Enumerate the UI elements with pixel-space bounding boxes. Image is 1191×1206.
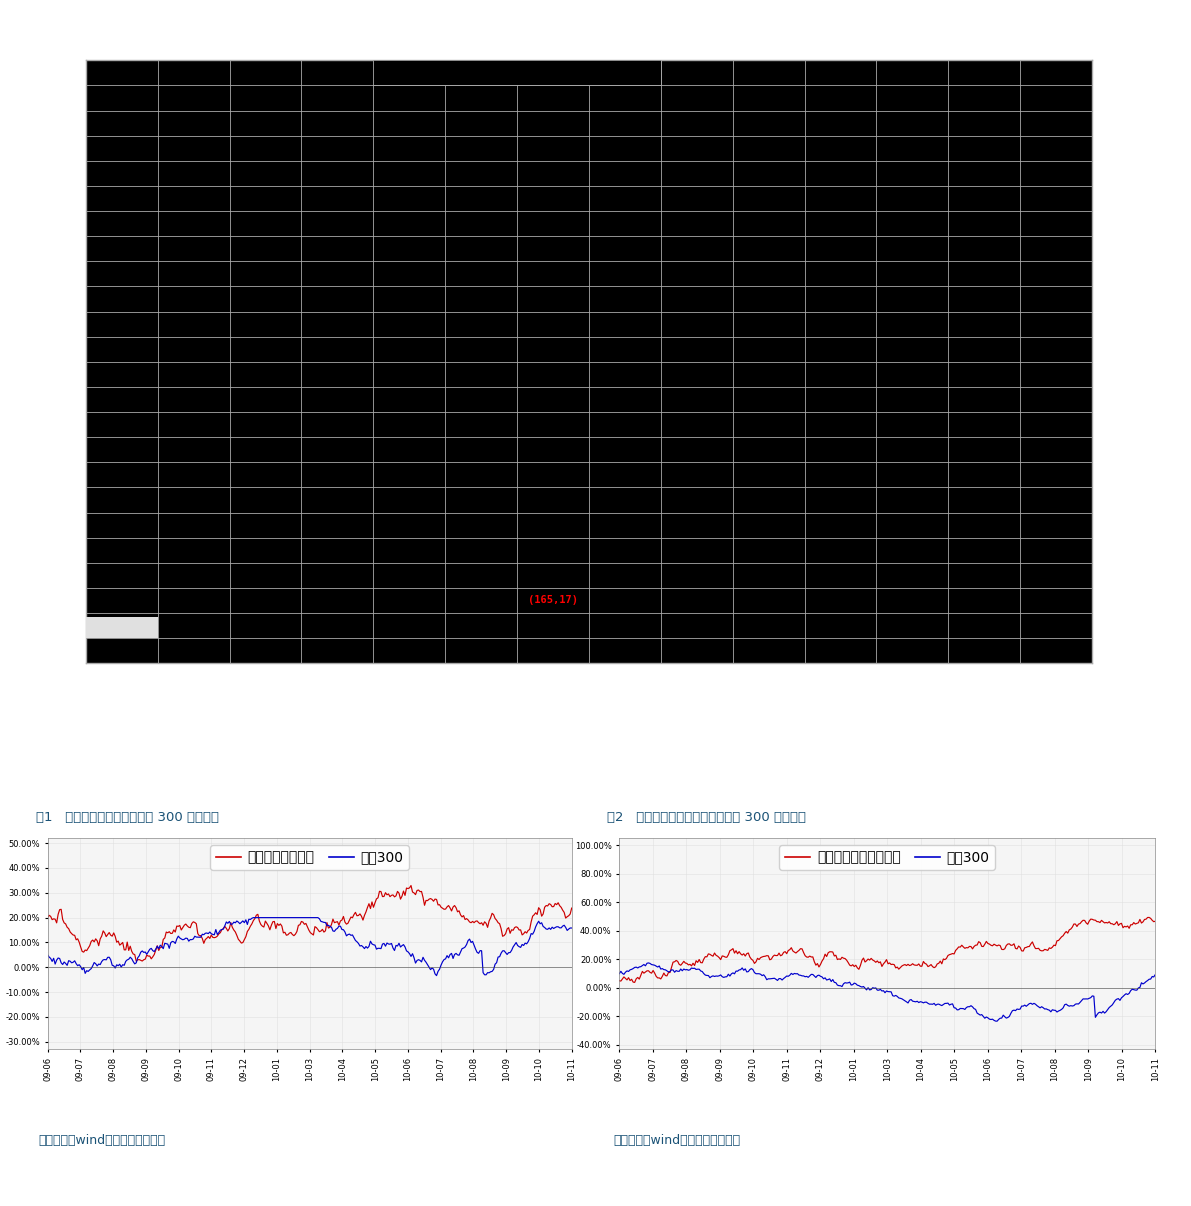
Bar (373, 60, 661, 86)
Text: (165,17): (165,17) (528, 596, 578, 605)
Text: 资料来源：wind，国海证券研究所: 资料来源：wind，国海证券研究所 (38, 1135, 166, 1147)
Legend: 轨道交通重点公司指数, 沪深300: 轨道交通重点公司指数, 沪深300 (779, 845, 996, 871)
Legend: 轨道交通行业指数, 沪深300: 轨道交通行业指数, 沪深300 (211, 845, 409, 871)
Text: 主题研究行业最新信息: 主题研究行业最新信息 (104, 697, 222, 716)
Text: 图1   轨道交通行业指数与沪深 300 指数比较: 图1 轨道交通行业指数与沪深 300 指数比较 (36, 810, 219, 824)
Text: 图2   轨道交通重点公司指数与沪深 300 指数比较: 图2 轨道交通重点公司指数与沪深 300 指数比较 (607, 810, 806, 824)
Text: 资料来源：wind，国海证券研究所: 资料来源：wind，国海证券研究所 (613, 1135, 741, 1147)
Bar (86, 616, 157, 638)
